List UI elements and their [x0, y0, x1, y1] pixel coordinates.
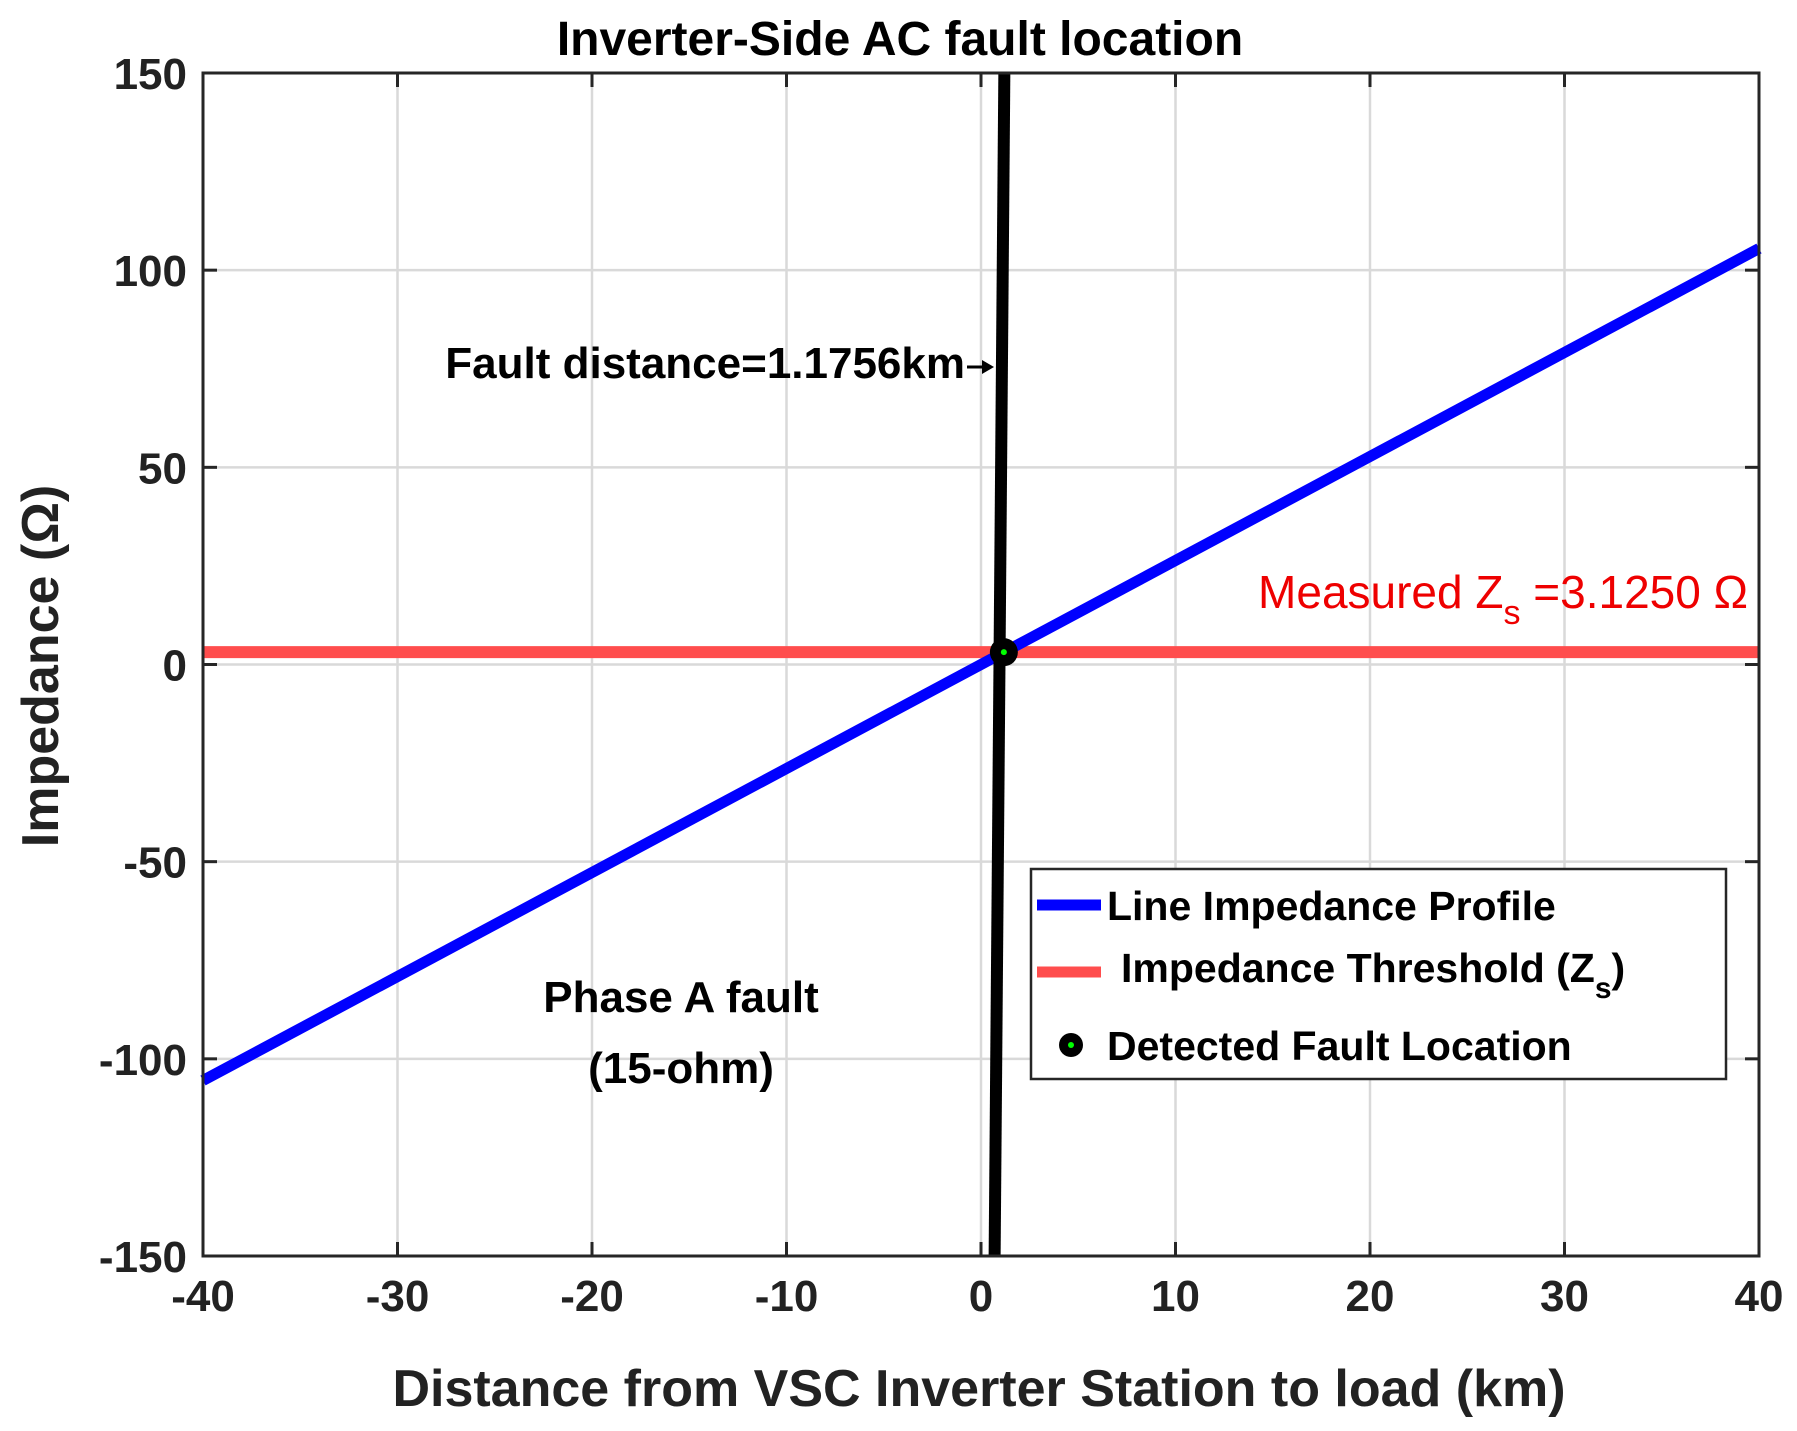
y-tick-label: -150 — [99, 1233, 187, 1282]
x-tick-label: -40 — [171, 1272, 235, 1321]
phase-annotation-line1: Phase A fault — [543, 973, 819, 1022]
x-axis-title: Distance from VSC Inverter Station to lo… — [392, 1360, 1565, 1418]
legend-threshold-main: Impedance Threshold (Z — [1121, 945, 1595, 991]
legend: Line Impedance Profile Impedance Thresho… — [1029, 867, 1728, 1081]
legend-threshold-end: ) — [1612, 945, 1626, 991]
x-tick-label: -20 — [560, 1272, 624, 1321]
chart-title: Inverter-Side AC fault location — [557, 13, 1243, 66]
x-tick-label: 10 — [1151, 1272, 1200, 1321]
y-tick-label: -100 — [99, 1036, 187, 1085]
detected-fault-marker-center — [1000, 649, 1007, 656]
measured-zs-main: Measured Z — [1258, 566, 1503, 618]
y-tick-label: 150 — [114, 50, 187, 99]
plot-lines — [200, 72, 1762, 1257]
fault-distance-annotation: Fault distance=1.1756km — [445, 339, 965, 388]
phase-annotation-line2: (15-ohm) — [588, 1044, 774, 1093]
x-tick-label: 20 — [1346, 1272, 1395, 1321]
y-tick-label: 100 — [114, 247, 187, 296]
y-tick-label: -50 — [123, 839, 187, 888]
x-tick-label: -30 — [366, 1272, 430, 1321]
legend-label-fault-location: Detected Fault Location — [1107, 1023, 1572, 1069]
x-tick-label: 0 — [969, 1272, 993, 1321]
measured-zs-annotation: Measured Zs =3.1250 Ω — [1258, 566, 1748, 632]
legend-marker-fault-location-center — [1068, 1042, 1074, 1048]
y-tick-label: 50 — [138, 444, 187, 493]
series-line-impedance-profile — [200, 243, 1762, 1086]
y-axis-title: Impedance (Ω) — [12, 485, 70, 847]
grid — [203, 73, 1759, 1256]
x-tick-label: 30 — [1540, 1272, 1589, 1321]
legend-threshold-sub: s — [1595, 972, 1612, 1005]
fault-distance-arrow — [967, 360, 994, 374]
x-tick-label: 40 — [1735, 1272, 1784, 1321]
legend-label-line-profile: Line Impedance Profile — [1107, 883, 1556, 929]
measured-zs-sub: s — [1503, 594, 1520, 632]
legend-label-threshold: Impedance Threshold (Zs) — [1121, 945, 1625, 1005]
measured-zs-value: =3.1250 Ω — [1520, 566, 1748, 618]
legend-box — [1029, 867, 1728, 1081]
ticks: -40 -30 -20 -10 0 10 20 30 40-150-100-5005010015… — [99, 50, 1784, 1321]
y-tick-label: 0 — [163, 642, 187, 691]
x-tick-label: -10 — [755, 1272, 819, 1321]
